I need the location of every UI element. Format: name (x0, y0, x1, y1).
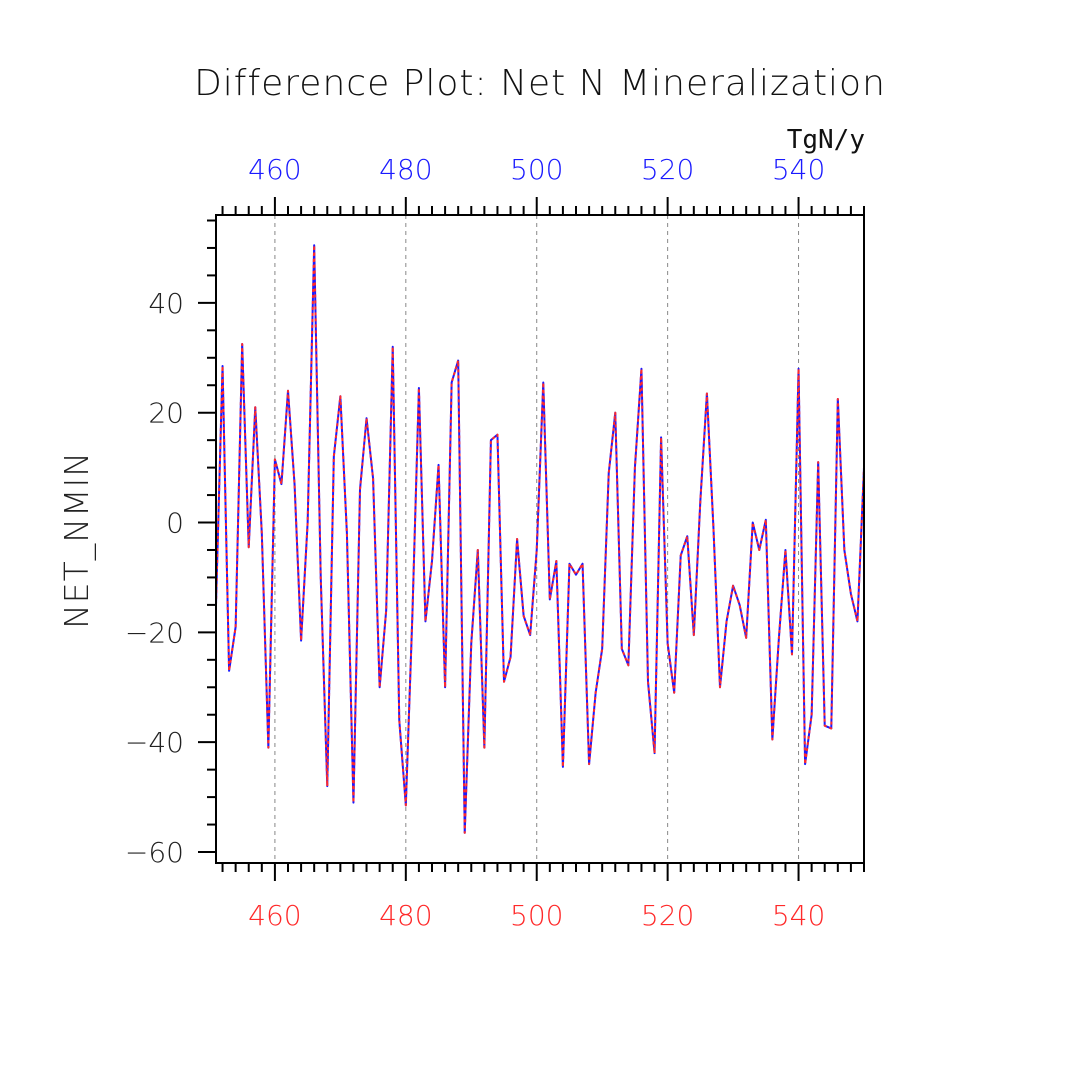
y-tick-label: 20 (148, 397, 184, 430)
y-tick-label: −60 (125, 836, 184, 869)
x-tick-label-top: 460 (248, 153, 301, 186)
chart-title: Difference Plot: Net N Mineralization (194, 63, 886, 104)
tick-labels: 460 480 500 520 540 460 480 500 520 540 40 20 0 −20 −4… (125, 153, 825, 932)
x-tick-label-top: 540 (772, 153, 825, 186)
x-tick-label-bottom: 460 (248, 899, 301, 932)
x-tick-label-bottom: 520 (641, 899, 694, 932)
y-axis-label: NET_NMIN (57, 451, 97, 629)
units-label: TgN/y (787, 125, 865, 155)
x-tick-label-bottom: 540 (772, 899, 825, 932)
x-tick-label-bottom: 480 (379, 899, 432, 932)
y-tick-label: 40 (148, 287, 184, 320)
data-lines (215, 244, 865, 834)
plot-frame (215, 214, 865, 864)
x-tick-label-top: 500 (510, 153, 563, 186)
x-tick-label-top: 480 (379, 153, 432, 186)
series-line-red (215, 244, 865, 834)
series-line-blue (215, 244, 865, 834)
y-tick-label: 0 (166, 507, 184, 540)
x-tick-label-top: 520 (641, 153, 694, 186)
axis-ticks (198, 197, 865, 881)
y-tick-label: −40 (125, 726, 184, 759)
x-tick-label-bottom: 500 (510, 899, 563, 932)
y-tick-label: −20 (125, 616, 184, 649)
